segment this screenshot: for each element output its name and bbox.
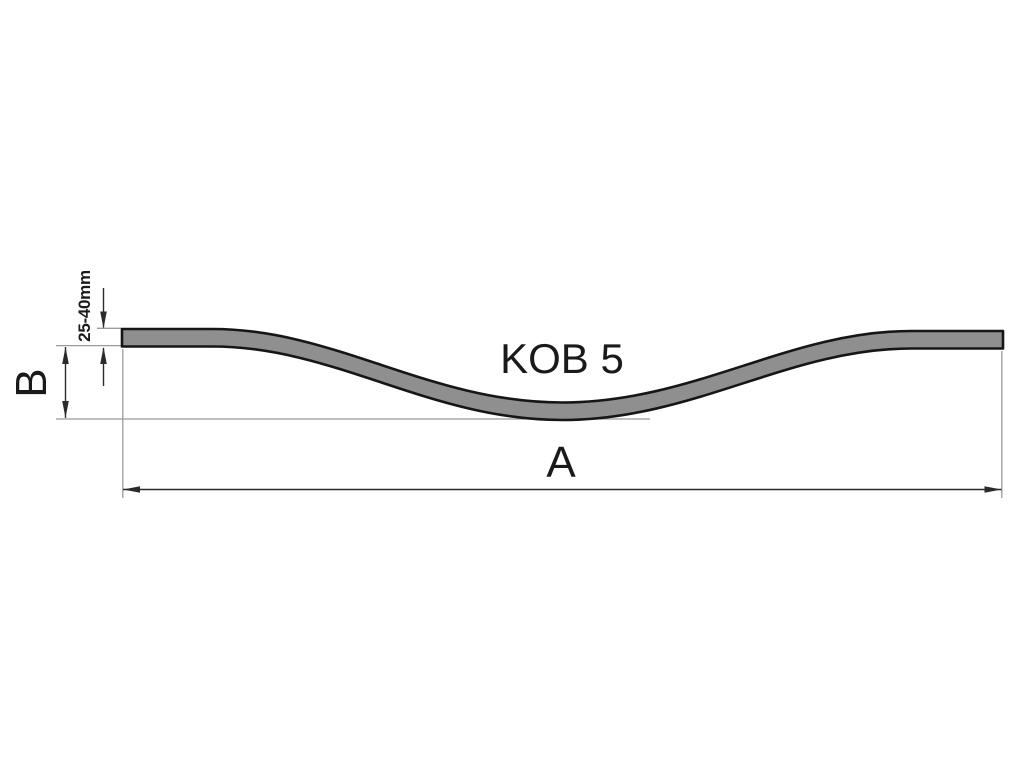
profile-band bbox=[120, 327, 1005, 422]
width-arrow-left-icon bbox=[123, 486, 140, 493]
height-dimension-label: B bbox=[7, 368, 56, 398]
thickness-arrow-up-icon bbox=[100, 347, 107, 364]
height-arrow-down-icon bbox=[62, 401, 69, 418]
thickness-arrow-down-icon bbox=[100, 311, 107, 329]
height-arrow-up-icon bbox=[62, 347, 69, 364]
product-label: KOB 5 bbox=[500, 335, 624, 382]
width-arrow-right-icon bbox=[984, 486, 1002, 493]
width-dimension-label: A bbox=[546, 438, 576, 487]
thickness-dimension-label: 25-40mm bbox=[75, 270, 94, 342]
